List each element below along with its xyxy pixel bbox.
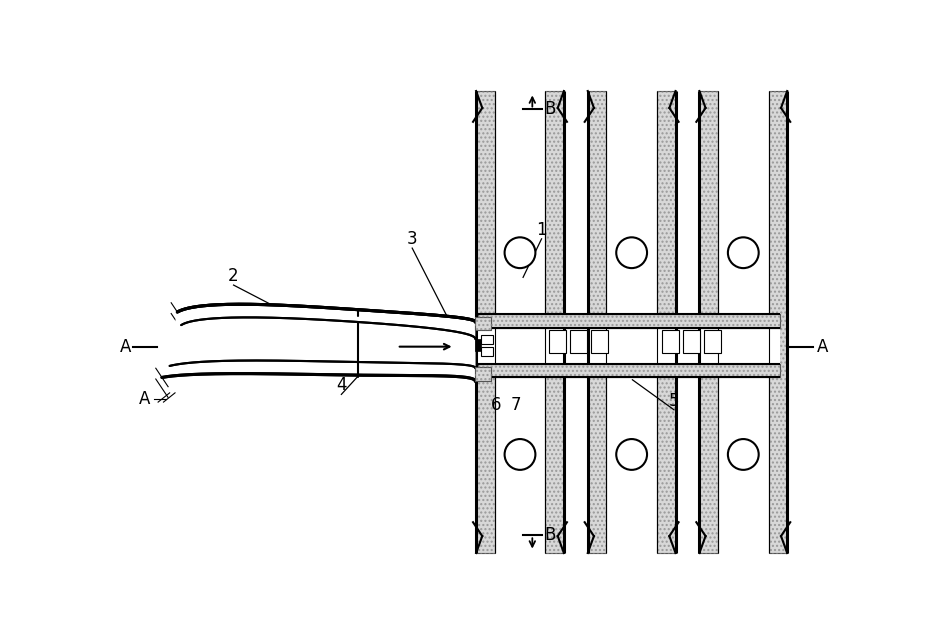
Bar [476, 339, 481, 350]
Text: B: B [545, 527, 556, 545]
Text: 5: 5 [669, 392, 679, 410]
Bar [477, 363, 780, 377]
Circle shape [505, 237, 536, 268]
Text: 4: 4 [336, 376, 347, 394]
Text: A: A [139, 390, 150, 408]
Text: 1: 1 [537, 221, 547, 239]
Bar [657, 91, 675, 553]
Bar [683, 330, 700, 353]
Bar [477, 328, 780, 363]
Bar [477, 363, 780, 377]
Bar [481, 347, 493, 356]
Bar [588, 91, 606, 553]
Bar [700, 91, 718, 553]
Bar [477, 314, 780, 328]
Bar [662, 330, 679, 353]
Bar [476, 318, 491, 330]
Circle shape [728, 439, 759, 470]
Text: 3: 3 [407, 230, 417, 248]
Text: B: B [545, 100, 556, 118]
Polygon shape [170, 318, 476, 368]
Circle shape [616, 237, 647, 268]
Bar [476, 318, 491, 330]
Bar [550, 330, 567, 353]
Bar [704, 330, 721, 353]
Bar [570, 330, 587, 353]
Bar [769, 91, 787, 553]
Bar [481, 335, 493, 345]
Text: A: A [120, 338, 131, 356]
Text: 6: 6 [491, 397, 502, 415]
Bar [588, 91, 606, 553]
Text: 2: 2 [228, 267, 239, 285]
Text: A: A [816, 338, 828, 356]
Circle shape [616, 439, 647, 470]
Bar [657, 91, 675, 553]
Bar [477, 91, 494, 553]
Bar [769, 91, 787, 553]
Bar [476, 367, 491, 381]
Bar [545, 91, 564, 553]
Polygon shape [162, 304, 476, 381]
Circle shape [728, 237, 759, 268]
Bar [477, 314, 780, 328]
Bar [476, 367, 491, 381]
Bar [591, 330, 608, 353]
Bar [700, 91, 718, 553]
Bar [545, 91, 564, 553]
Circle shape [505, 439, 536, 470]
Text: 7: 7 [510, 397, 521, 415]
Bar [477, 91, 494, 553]
